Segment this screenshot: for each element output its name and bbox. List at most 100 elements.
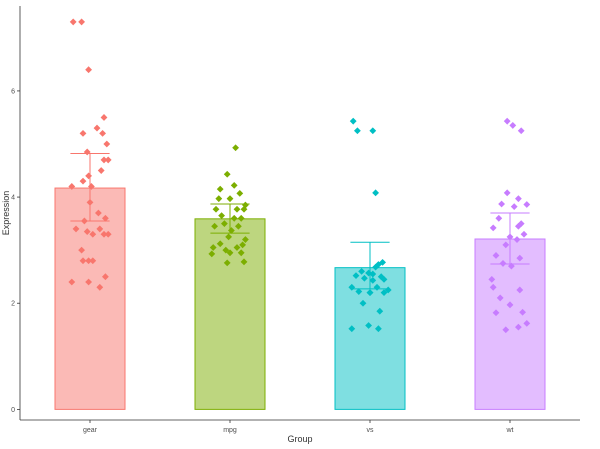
data-point-mpg [222, 246, 230, 254]
data-point-mpg [242, 236, 249, 243]
data-point-wt [499, 260, 507, 267]
data-point-vs [372, 189, 379, 197]
data-point-mpg [239, 241, 246, 249]
x-axis-ticks: gear mpg vs wt [83, 420, 514, 434]
data-point-mpg [233, 244, 241, 251]
data-point-mpg [237, 249, 245, 257]
data-point-wt [489, 224, 497, 232]
data-point-gear [79, 129, 87, 137]
data-point-mpg [230, 182, 238, 189]
data-point-wt [503, 189, 511, 197]
data-point-vs [348, 325, 356, 333]
data-point-gear [100, 230, 108, 238]
data-point-mpg [212, 205, 220, 213]
data-point-mpg [215, 195, 223, 203]
data-point-mpg [230, 214, 238, 222]
data-point-gear [85, 66, 92, 74]
data-point-vs [376, 307, 384, 315]
error-bars [70, 153, 530, 290]
y-tick-label: 2 [11, 301, 15, 308]
data-point-vs [380, 289, 388, 297]
data-point-gear [68, 183, 76, 190]
x-tick-label: mpg [223, 427, 237, 434]
data-point-vs [355, 288, 363, 295]
data-point-vs [359, 299, 367, 307]
bars [54, 187, 546, 410]
data-point-wt [519, 308, 526, 316]
y-tick-label: 0 [11, 407, 15, 414]
data-point-gear [89, 230, 97, 238]
data-point-wt [498, 200, 505, 208]
data-point-gear [69, 18, 77, 26]
data-point-mpg [223, 170, 231, 178]
data-point-gear [78, 18, 85, 26]
data-point-mpg [226, 249, 234, 257]
data-point-wt [515, 323, 522, 331]
data-point-vs [349, 117, 357, 125]
data-point-wt [510, 203, 518, 211]
data-point-gear [88, 183, 95, 190]
data-point-gear [68, 278, 76, 286]
data-point-wt [502, 241, 510, 249]
data-point-wt [492, 309, 500, 317]
data-point-vs [373, 283, 381, 291]
data-point-vs [369, 270, 377, 278]
data-point-vs [358, 267, 365, 275]
y-tick-label: 6 [11, 88, 15, 95]
data-point-mpg [216, 185, 224, 193]
data-point-mpg [223, 259, 231, 267]
data-point-vs [384, 286, 392, 294]
data-point-gear [97, 167, 105, 174]
data-point-mpg [209, 244, 217, 251]
data-point-wt [517, 127, 525, 135]
data-point-wt [506, 301, 514, 309]
data-point-mpg [232, 144, 239, 152]
data-point-vs [361, 274, 368, 282]
data-point-mpg [216, 240, 224, 248]
data-point-mpg [211, 222, 218, 230]
data-point-mpg [237, 214, 245, 222]
data-point-gear [103, 140, 111, 148]
data-point-gear [99, 129, 106, 137]
bar-gear [54, 187, 126, 410]
data-point-vs [369, 277, 377, 284]
data-point-vs [366, 289, 374, 297]
data-point-wt [515, 195, 522, 203]
data-point-wt [515, 222, 522, 230]
data-point-wt [520, 230, 528, 238]
x-tick-label: vs [367, 427, 375, 434]
data-point-vs [369, 127, 377, 135]
data-point-wt [523, 201, 531, 208]
data-point-gear [79, 257, 87, 265]
x-tick-label: wt [506, 427, 514, 434]
data-point-gear [100, 156, 108, 164]
data-points [68, 18, 531, 334]
x-tick-label: gear [83, 427, 98, 434]
data-point-mpg [233, 205, 241, 213]
data-point-wt [503, 117, 511, 125]
data-point-mpg [235, 222, 242, 230]
data-point-vs [352, 272, 360, 280]
data-point-wt [496, 294, 504, 302]
data-point-mpg [226, 195, 234, 203]
data-point-gear [72, 225, 80, 233]
data-point-gear [89, 257, 97, 265]
data-point-mpg [225, 233, 232, 241]
data-point-mpg [221, 220, 228, 228]
data-point-gear [85, 257, 92, 265]
data-point-wt [509, 122, 517, 129]
data-point-mpg [208, 250, 216, 258]
data-point-wt [489, 283, 497, 291]
data-point-gear [100, 114, 108, 121]
data-point-mpg [240, 258, 248, 266]
data-point-vs [375, 325, 382, 333]
data-point-gear [85, 278, 92, 286]
data-point-wt [488, 275, 496, 283]
data-point-gear [104, 156, 112, 164]
bar-mpg [194, 218, 266, 410]
y-axis-title: Expression [1, 191, 11, 236]
y-axis-ticks: 0 2 4 6 [11, 88, 20, 414]
data-point-mpg [240, 205, 248, 213]
y-tick-label: 4 [11, 195, 15, 202]
data-point-vs [372, 263, 379, 271]
